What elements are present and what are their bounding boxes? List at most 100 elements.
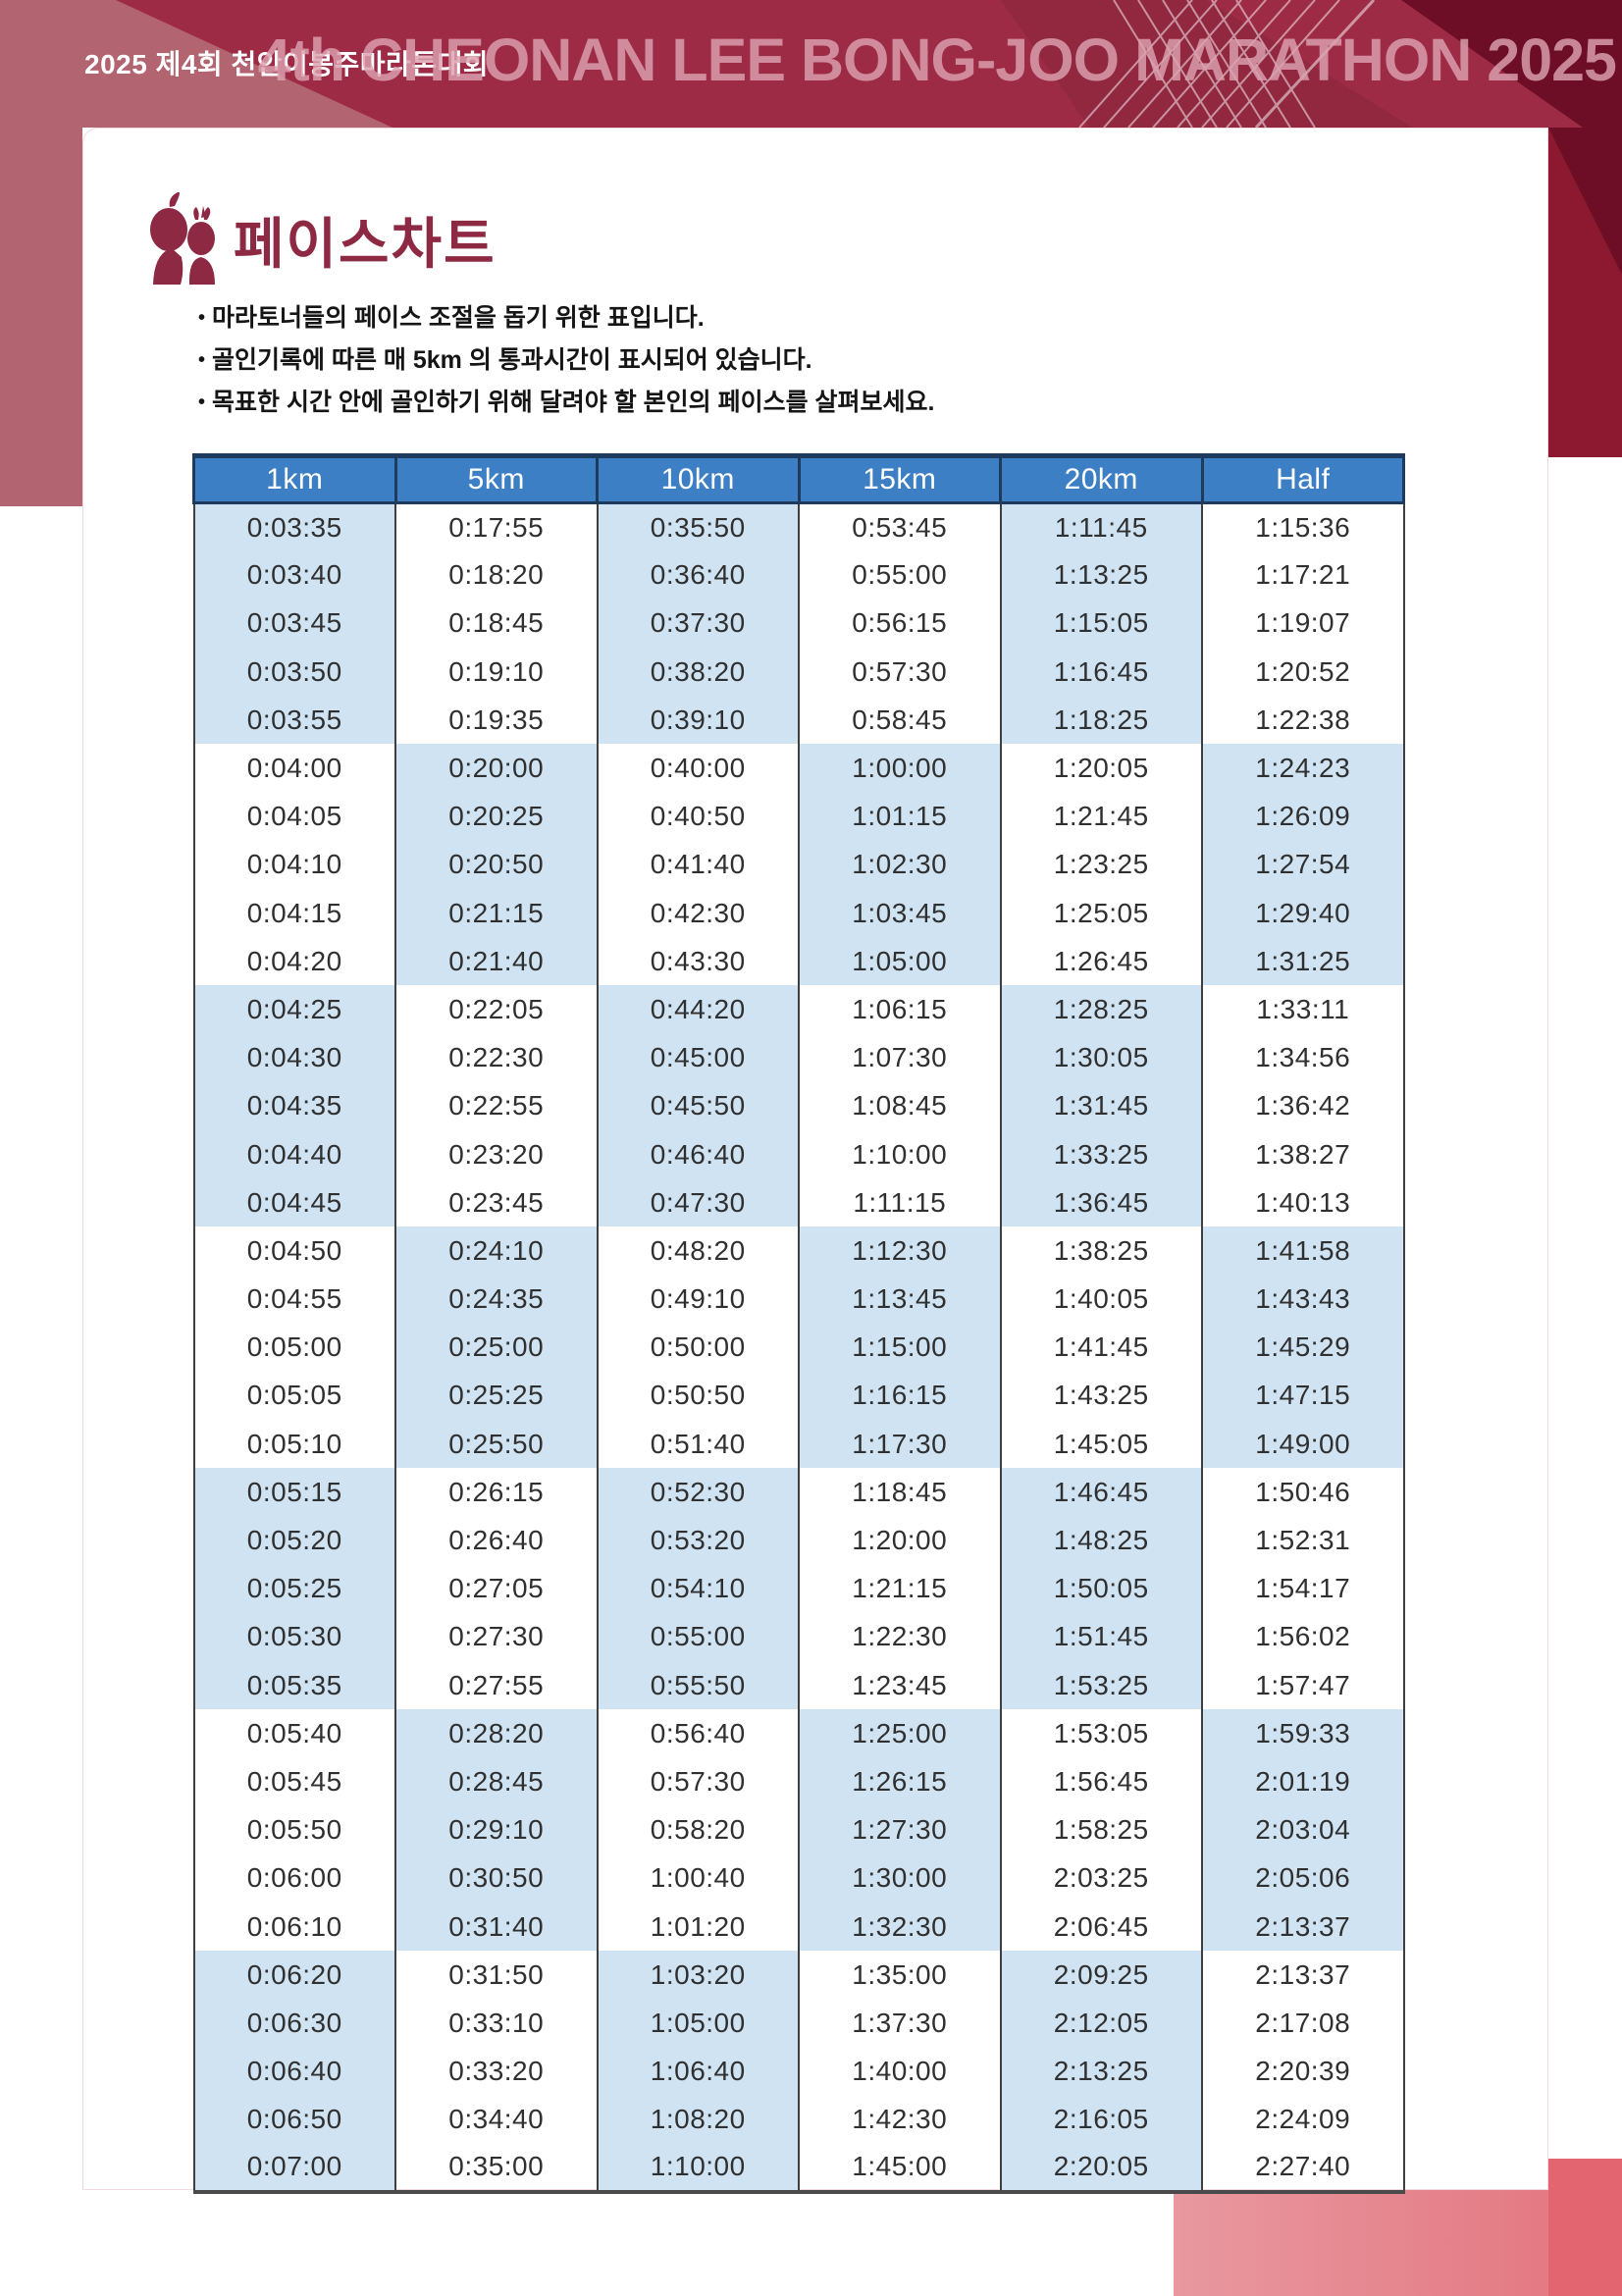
pace-cell: 1:32:30: [798, 1902, 1002, 1952]
table-row: 0:05:35 0:27:55 0:55:50 1:23:45 1:53:25 1:57:…: [192, 1661, 1405, 1710]
pace-cell: 0:27:05: [394, 1564, 599, 1613]
pace-table-head: 1km 5km 10km 15km 20km Half: [192, 453, 1405, 504]
bullet-list: 마라토너들의 페이스 조절을 돕기 위한 표입니다.골인기록에 따른 매 5km…: [198, 298, 934, 425]
pace-cell: 0:36:40: [596, 550, 800, 600]
table-row: 0:05:10 0:25:50 0:51:40 1:17:30 1:45:05 1:49:…: [192, 1420, 1405, 1469]
table-row: 0:06:20 0:31:50 1:03:20 1:35:00 2:09:25 2:13:…: [192, 1951, 1405, 2000]
pace-cell: 0:51:40: [596, 1420, 800, 1469]
pace-cell: 0:20:50: [394, 840, 599, 889]
pace-cell: 1:21:15: [798, 1564, 1002, 1613]
pace-cell: 0:05:00: [192, 1323, 396, 1372]
pace-cell: 1:20:00: [798, 1516, 1002, 1565]
table-row: 0:05:00 0:25:00 0:50:00 1:15:00 1:41:45 1:45:…: [192, 1323, 1405, 1372]
pace-cell: 1:03:45: [798, 889, 1002, 938]
pace-cell: 1:15:36: [1201, 502, 1405, 551]
column-header: Half: [1200, 453, 1405, 504]
pace-cell: 0:35:50: [596, 502, 800, 551]
pace-cell: 1:57:47: [1201, 1661, 1405, 1710]
pace-cell: 1:58:25: [999, 1805, 1203, 1854]
pace-cell: 1:08:45: [798, 1081, 1002, 1130]
pace-cell: 1:11:15: [798, 1178, 1002, 1227]
pace-cell: 0:24:10: [394, 1226, 599, 1276]
pace-cell: 1:40:13: [1201, 1178, 1405, 1227]
pace-cell: 1:42:30: [798, 2095, 1002, 2144]
pace-cell: 0:05:05: [192, 1371, 396, 1421]
pace-cell: 1:36:45: [999, 1178, 1203, 1227]
pace-cell: 1:45:00: [798, 2143, 1002, 2195]
pace-cell: 1:33:11: [1201, 985, 1405, 1034]
table-row: 0:05:25 0:27:05 0:54:10 1:21:15 1:50:05 1:54:…: [192, 1564, 1405, 1613]
table-row: 0:05:30 0:27:30 0:55:00 1:22:30 1:51:45 1:56:…: [192, 1612, 1405, 1661]
pace-cell: 0:05:30: [192, 1612, 396, 1661]
pace-cell: 0:57:30: [798, 648, 1002, 697]
pace-cell: 0:27:30: [394, 1612, 599, 1661]
pace-cell: 0:19:10: [394, 648, 599, 697]
pace-cell: 0:05:25: [192, 1564, 396, 1613]
pace-cell: 0:40:50: [596, 792, 800, 841]
pace-cell: 1:54:17: [1201, 1564, 1405, 1613]
pace-cell: 1:26:09: [1201, 792, 1405, 841]
pace-cell: 1:24:23: [1201, 744, 1405, 793]
pace-cell: 1:16:15: [798, 1371, 1002, 1421]
pace-cell: 0:06:40: [192, 2047, 396, 2096]
pace-cell: 1:03:20: [596, 1951, 800, 2000]
column-header: 5km: [393, 453, 599, 504]
pace-cell: 0:22:05: [394, 985, 599, 1034]
pace-cell: 0:56:40: [596, 1709, 800, 1758]
pace-cell: 0:28:45: [394, 1757, 599, 1806]
pace-cell: 0:24:35: [394, 1275, 599, 1324]
pace-cell: 0:04:35: [192, 1081, 396, 1130]
pace-cell: 1:05:00: [596, 1999, 800, 2048]
table-row: 0:04:10 0:20:50 0:41:40 1:02:30 1:23:25 1:27:…: [192, 840, 1405, 889]
table-row: 0:05:15 0:26:15 0:52:30 1:18:45 1:46:45 1:50:…: [192, 1468, 1405, 1517]
pace-cell: 2:09:25: [999, 1951, 1203, 2000]
footer-pink-block: [1174, 2190, 1622, 2296]
table-row: 0:04:30 0:22:30 0:45:00 1:07:30 1:30:05 1:34:…: [192, 1033, 1405, 1082]
table-row: 0:04:45 0:23:45 0:47:30 1:11:15 1:36:45 1:40:…: [192, 1178, 1405, 1227]
pace-cell: 1:26:45: [999, 937, 1203, 986]
pace-cell: 0:04:15: [192, 889, 396, 938]
pace-cell: 2:27:40: [1201, 2143, 1405, 2195]
pace-cell: 2:13:25: [999, 2047, 1203, 2096]
header-row: 1km 5km 10km 15km 20km Half: [192, 453, 1405, 504]
pace-cell: 0:18:45: [394, 599, 599, 649]
pace-cell: 0:04:10: [192, 840, 396, 889]
pace-cell: 1:00:00: [798, 744, 1002, 793]
pace-cell: 2:20:05: [999, 2143, 1203, 2195]
column-header: 15km: [797, 453, 1002, 504]
pace-cell: 1:12:30: [798, 1226, 1002, 1276]
pace-table-body: 0:03:35 0:17:55 0:35:50 0:53:45 1:11:45 1:15:…: [192, 502, 1405, 2195]
pace-cell: 0:05:10: [192, 1420, 396, 1469]
table-row: 0:03:45 0:18:45 0:37:30 0:56:15 1:15:05 1:19:…: [192, 599, 1405, 649]
table-row: 0:05:50 0:29:10 0:58:20 1:27:30 1:58:25 2:03:…: [192, 1805, 1405, 1854]
pace-cell: 0:28:20: [394, 1709, 599, 1758]
pace-cell: 2:01:19: [1201, 1757, 1405, 1806]
pace-cell: 0:19:35: [394, 696, 599, 745]
pace-cell: 2:12:05: [999, 1999, 1203, 2048]
table-row: 0:04:00 0:20:00 0:40:00 1:00:00 1:20:05 1:24:…: [192, 744, 1405, 793]
bullet-item: 골인기록에 따른 매 5km 의 통과시간이 표시되어 있습니다.: [198, 340, 934, 383]
table-row: 0:04:20 0:21:40 0:43:30 1:05:00 1:26:45 1:31:…: [192, 937, 1405, 986]
pace-cell: 0:47:30: [596, 1178, 800, 1227]
pace-cell: 1:37:30: [798, 1999, 1002, 2048]
section-title-row: 페이스차트: [145, 192, 497, 287]
pace-cell: 0:05:15: [192, 1468, 396, 1517]
pace-cell: 2:17:08: [1201, 1999, 1405, 2048]
pace-cell: 0:03:55: [192, 696, 396, 745]
pace-cell: 1:40:05: [999, 1275, 1203, 1324]
pace-cell: 0:04:25: [192, 985, 396, 1034]
pace-cell: 0:45:00: [596, 1033, 800, 1082]
table-row: 0:05:20 0:26:40 0:53:20 1:20:00 1:48:25 1:52:…: [192, 1516, 1405, 1565]
pace-cell: 0:25:25: [394, 1371, 599, 1421]
pace-cell: 0:06:50: [192, 2095, 396, 2144]
pace-cell: 1:17:30: [798, 1420, 1002, 1469]
pace-cell: 0:29:10: [394, 1805, 599, 1854]
pace-cell: 1:10:00: [596, 2143, 800, 2195]
pace-cell: 0:04:00: [192, 744, 396, 793]
pace-cell: 1:36:42: [1201, 1081, 1405, 1130]
pace-cell: 1:02:30: [798, 840, 1002, 889]
pace-cell: 1:07:30: [798, 1033, 1002, 1082]
column-header: 20km: [999, 453, 1204, 504]
table-row: 0:06:00 0:30:50 1:00:40 1:30:00 2:03:25 2:05:…: [192, 1853, 1405, 1903]
